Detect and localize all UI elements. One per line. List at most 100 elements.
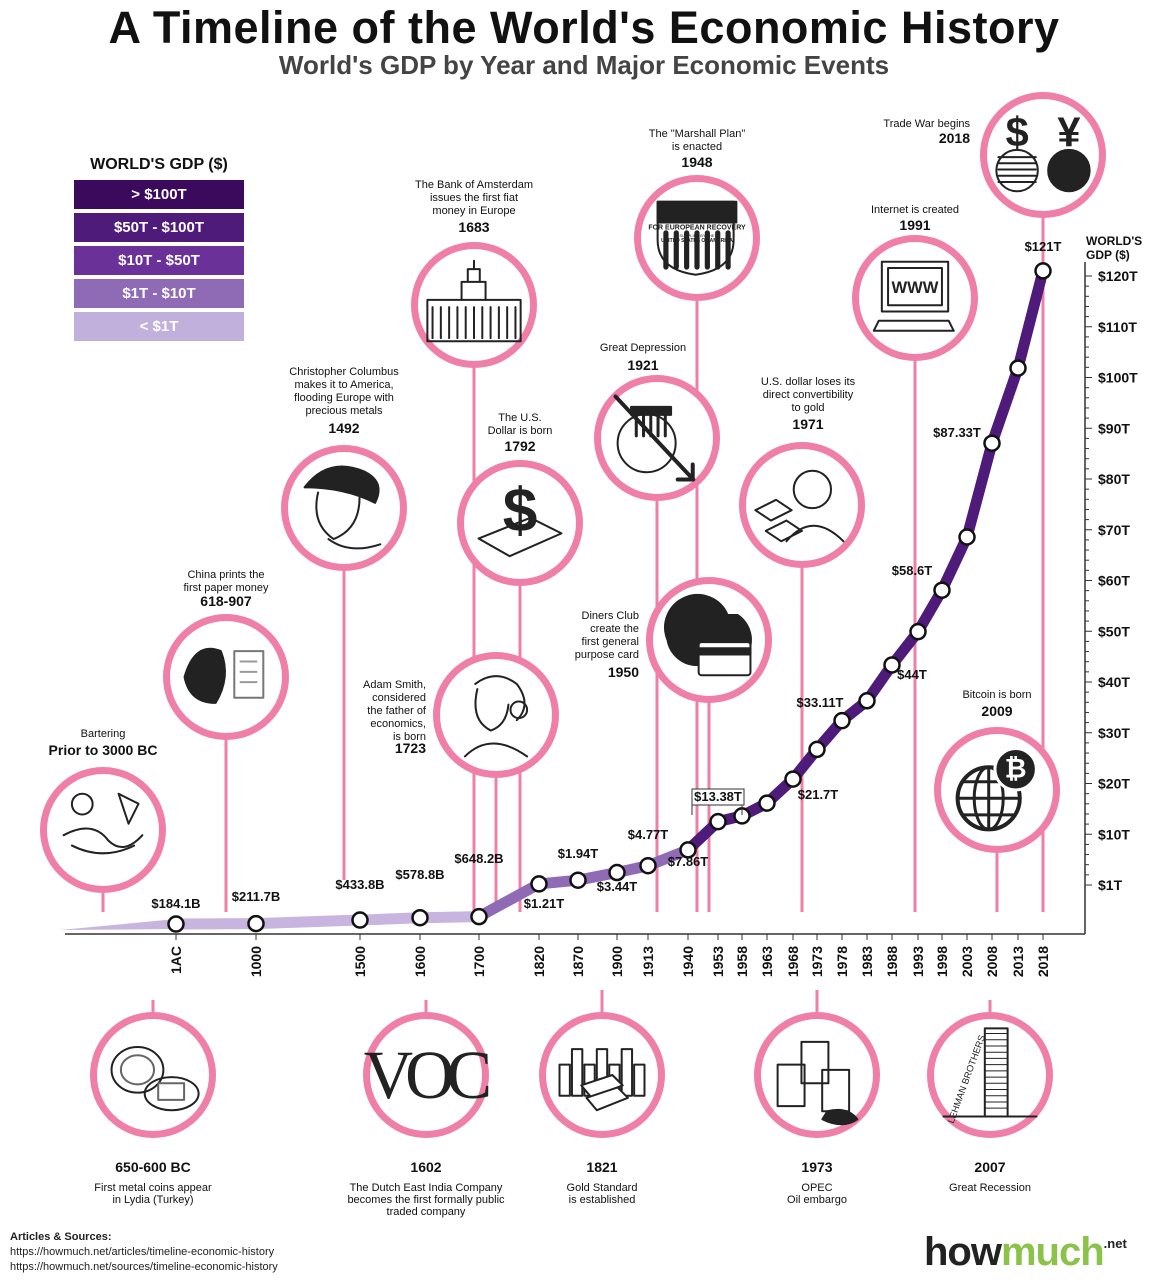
- page-subtitle: World's GDP by Year and Major Economic E…: [278, 50, 890, 80]
- event-text: direct convertibility: [763, 389, 854, 401]
- event-text: to gold: [791, 402, 824, 414]
- event-bubble: [646, 577, 772, 703]
- x-tick-label: 1993: [910, 946, 926, 977]
- gdp-point: [1009, 359, 1027, 377]
- source-link-sources[interactable]: https://howmuch.net/sources/timeline-eco…: [10, 1261, 278, 1273]
- gdp-point: [958, 528, 976, 546]
- event-bubble: [739, 442, 865, 568]
- event-text: Diners Club: [582, 610, 639, 622]
- tower: [460, 259, 487, 301]
- bank-roof: [630, 405, 673, 416]
- line-start-taper: [60, 919, 176, 930]
- trade-war-icon: $ ¥: [995, 109, 1091, 193]
- x-tick-label: 1870: [570, 946, 586, 977]
- y-tick-label: $90T: [1098, 420, 1130, 436]
- event-date: 1921: [627, 357, 658, 373]
- gdp-point: [983, 434, 1001, 452]
- gold-bar: [585, 1086, 629, 1112]
- columbus-icon: [303, 465, 382, 550]
- legend-item-10t-50t: $10T - $50T: [74, 246, 244, 275]
- event-text: The Bank of Amsterdam: [415, 179, 533, 191]
- gdp-line-segment: [250, 914, 366, 930]
- gdp-point: [247, 914, 265, 933]
- data-label: $7.86T: [668, 854, 709, 869]
- bubble-face: [47, 774, 159, 886]
- event-date: 1602: [410, 1159, 441, 1175]
- screen: [887, 266, 943, 307]
- bitcoin-icon: ₿: [955, 747, 1038, 832]
- coin: [110, 1046, 165, 1094]
- gdp-point: [833, 711, 851, 730]
- data-label: $13.38T: [694, 789, 742, 804]
- coin-stack: [570, 1048, 584, 1097]
- event-caption: 1602 The Dutch East India Companybecomes …: [347, 1159, 505, 1218]
- event-bubble: VOC: [363, 1012, 497, 1138]
- event-text: Great Recession: [949, 1182, 1031, 1194]
- legend-title: WORLD'S GDP ($): [90, 156, 228, 173]
- x-tick-label: 1940: [680, 946, 696, 977]
- event-caption: Bitcoin is born 2009: [962, 689, 1031, 719]
- apple-shape: [70, 792, 94, 816]
- x-tick-label: 1500: [352, 946, 368, 977]
- event-text: makes it to America,: [294, 379, 393, 391]
- gold-bars-icon: [754, 469, 845, 543]
- gdp-point: [933, 581, 951, 599]
- crash-icon: [613, 394, 696, 482]
- data-label: $1.94T: [558, 846, 599, 861]
- gdp-line-segment: [354, 912, 426, 926]
- event-date: 650-600 BC: [115, 1159, 191, 1175]
- y-axis-title: GDP ($): [1086, 248, 1130, 262]
- event-caption: 2007 Great Recession: [949, 1159, 1031, 1194]
- gdp-line-segment: [961, 437, 998, 543]
- data-label: $648.2B: [454, 851, 503, 866]
- y-tick-label: $80T: [1098, 471, 1130, 487]
- y-tick-label: $40T: [1098, 674, 1130, 690]
- event-bubble: [433, 652, 559, 778]
- oil-spill: [821, 1108, 859, 1126]
- x-tick-label: 1600: [412, 946, 428, 977]
- china-coin: [1047, 148, 1091, 193]
- data-label: $1.21T: [524, 896, 565, 911]
- gdp-point: [639, 856, 657, 875]
- event-bubble: $ ¥: [980, 92, 1106, 218]
- x-tick-label: 1953: [710, 946, 726, 977]
- legend-item-over-100t: > $100T: [74, 180, 244, 209]
- face: [474, 688, 510, 732]
- event-text: OPEC: [801, 1182, 832, 1194]
- event-date: 1991: [899, 217, 930, 233]
- card-shape: [697, 641, 752, 677]
- event-bubble: ₿: [934, 727, 1060, 853]
- bubble-face: [370, 1019, 482, 1131]
- shield-caption-small: SUPPLIED BY THE: [679, 233, 715, 238]
- bubble-face: [859, 242, 971, 354]
- event-text: First metal coins appear: [94, 1182, 212, 1194]
- event-text: is enacted: [672, 141, 722, 153]
- y-tick-label: $120T: [1098, 268, 1138, 284]
- source-link-articles[interactable]: https://howmuch.net/articles/timeline-ec…: [10, 1246, 275, 1258]
- event-date: 1950: [608, 664, 639, 680]
- x-tick-label: 2013: [1010, 946, 1026, 977]
- howmuch-logo: howmuch.net: [924, 1230, 1127, 1275]
- event-caption: Great Depression 1921: [600, 342, 686, 373]
- event-date: 2007: [974, 1159, 1005, 1175]
- gold-bar: [764, 519, 803, 543]
- handshake-icon: [62, 792, 144, 855]
- gold-stacks-icon: [558, 1048, 646, 1112]
- y-axis-title: WORLD'S: [1086, 234, 1142, 248]
- brand-net: .net: [1103, 1236, 1127, 1251]
- bubble-face: [934, 1019, 1046, 1131]
- event-bubble: [90, 1012, 216, 1138]
- event-text: flooding Europe with: [294, 392, 394, 404]
- gdp-point: [608, 863, 626, 882]
- event-date: 1723: [395, 740, 426, 756]
- line-layer: [60, 262, 1052, 933]
- monitor: [880, 260, 950, 313]
- computer-icon: WWW: [872, 260, 955, 332]
- event-text: Oil embargo: [787, 1194, 847, 1206]
- data-label: $184.1B: [151, 896, 200, 911]
- y-tick-label: $100T: [1098, 370, 1138, 386]
